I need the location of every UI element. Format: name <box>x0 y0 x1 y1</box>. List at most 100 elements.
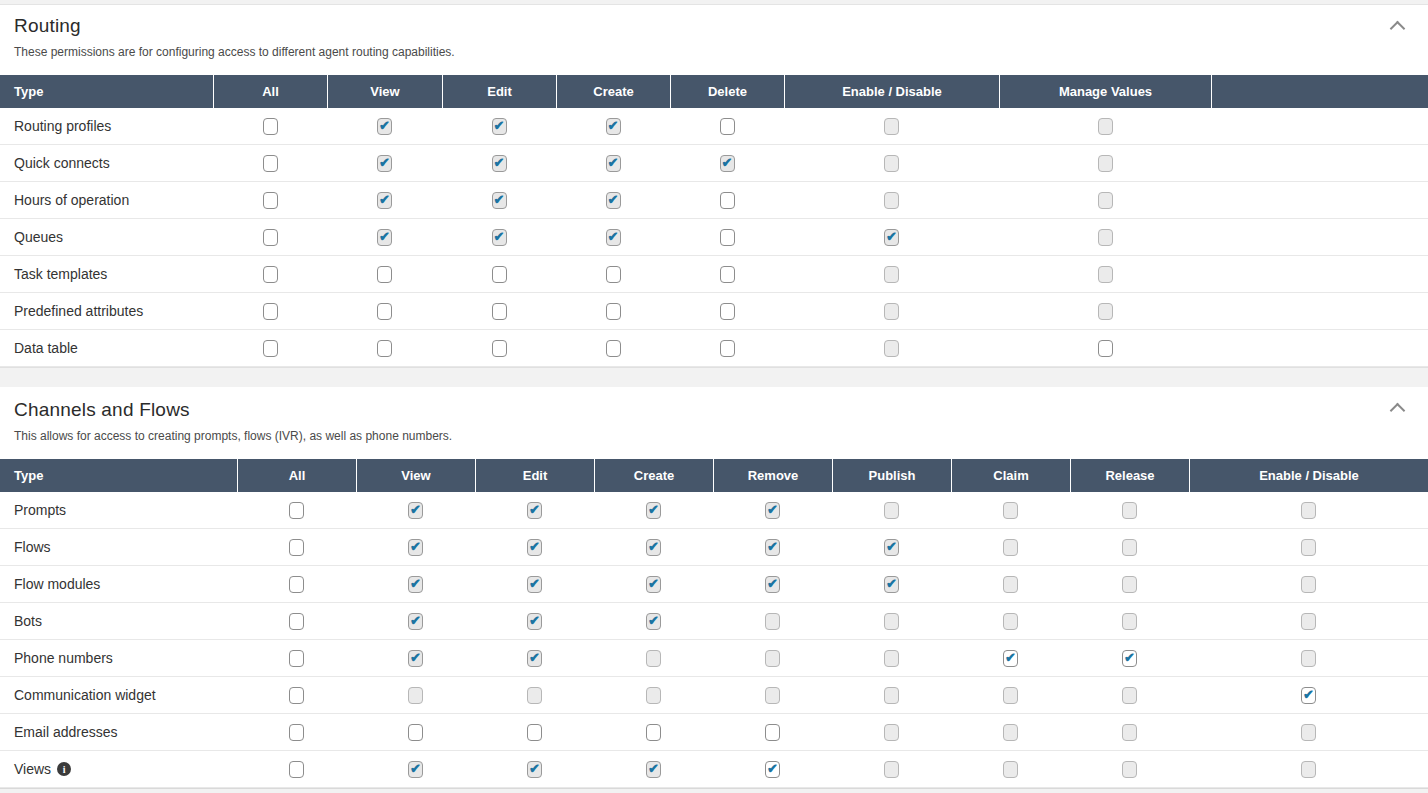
table-row: Communication widget <box>0 677 1428 714</box>
permission-checkbox[interactable] <box>289 650 304 667</box>
row-type-text: Bots <box>14 613 42 629</box>
permission-checkbox[interactable] <box>408 613 423 630</box>
permission-checkbox[interactable] <box>492 266 507 283</box>
collapse-routing-button[interactable] <box>1384 17 1410 39</box>
permission-checkbox[interactable] <box>263 192 278 209</box>
permission-checkbox[interactable] <box>646 761 661 778</box>
permission-checkbox[interactable] <box>408 650 423 667</box>
permission-checkbox[interactable] <box>492 192 507 209</box>
permission-checkbox[interactable] <box>263 266 278 283</box>
permission-checkbox[interactable] <box>1301 687 1316 704</box>
permission-checkbox[interactable] <box>527 613 542 630</box>
permission-checkbox[interactable] <box>1098 340 1113 357</box>
row-type-label: Hours of operation <box>0 182 213 218</box>
permission-cell <box>327 182 442 218</box>
permission-checkbox <box>884 303 899 320</box>
row-type-text: Communication widget <box>14 687 156 703</box>
info-icon[interactable]: i <box>57 762 71 776</box>
permission-checkbox[interactable] <box>289 613 304 630</box>
type-column-header: Type <box>0 75 213 108</box>
permission-checkbox[interactable] <box>606 266 621 283</box>
permission-checkbox <box>1098 303 1113 320</box>
row-type-text: Predefined attributes <box>14 303 143 319</box>
permission-checkbox <box>884 650 899 667</box>
permission-checkbox[interactable] <box>408 761 423 778</box>
permission-checkbox[interactable] <box>1122 650 1137 667</box>
permission-cell <box>237 603 356 639</box>
permission-column-header: Claim <box>951 459 1070 492</box>
permission-cell <box>213 256 327 292</box>
permission-checkbox[interactable] <box>646 613 661 630</box>
permission-checkbox[interactable] <box>884 229 899 246</box>
permission-checkbox[interactable] <box>884 539 899 556</box>
permission-checkbox[interactable] <box>646 502 661 519</box>
permission-checkbox[interactable] <box>492 229 507 246</box>
permission-checkbox[interactable] <box>646 724 661 741</box>
permission-cell <box>951 677 1070 713</box>
permission-checkbox[interactable] <box>263 118 278 135</box>
permission-checkbox[interactable] <box>289 576 304 593</box>
permission-checkbox <box>884 340 899 357</box>
permission-checkbox[interactable] <box>377 118 392 135</box>
permission-checkbox[interactable] <box>884 576 899 593</box>
table-row: Flow modules <box>0 566 1428 603</box>
permission-checkbox[interactable] <box>527 502 542 519</box>
permission-checkbox[interactable] <box>765 539 780 556</box>
permission-checkbox[interactable] <box>527 650 542 667</box>
permission-checkbox[interactable] <box>646 576 661 593</box>
permission-cell <box>356 529 475 565</box>
permission-checkbox[interactable] <box>263 303 278 320</box>
permission-checkbox[interactable] <box>765 576 780 593</box>
permission-checkbox[interactable] <box>289 761 304 778</box>
permission-checkbox[interactable] <box>377 340 392 357</box>
permission-cell <box>832 751 951 787</box>
permission-checkbox <box>884 266 899 283</box>
permission-checkbox[interactable] <box>377 192 392 209</box>
permission-checkbox[interactable] <box>527 539 542 556</box>
permission-checkbox[interactable] <box>408 502 423 519</box>
permission-checkbox[interactable] <box>765 724 780 741</box>
permission-checkbox[interactable] <box>492 303 507 320</box>
permission-checkbox[interactable] <box>765 761 780 778</box>
permission-checkbox[interactable] <box>408 539 423 556</box>
permission-checkbox[interactable] <box>606 118 621 135</box>
permission-checkbox[interactable] <box>289 539 304 556</box>
permission-checkbox[interactable] <box>377 266 392 283</box>
permission-checkbox[interactable] <box>606 340 621 357</box>
permission-checkbox[interactable] <box>263 229 278 246</box>
permission-checkbox[interactable] <box>263 155 278 172</box>
permission-checkbox[interactable] <box>289 687 304 704</box>
permission-checkbox[interactable] <box>492 118 507 135</box>
empty-cell <box>1211 108 1428 144</box>
permission-checkbox[interactable] <box>720 229 735 246</box>
row-type-label: Quick connects <box>0 145 213 181</box>
permission-checkbox[interactable] <box>765 502 780 519</box>
permission-checkbox[interactable] <box>720 155 735 172</box>
permission-checkbox[interactable] <box>263 340 278 357</box>
permission-checkbox[interactable] <box>606 303 621 320</box>
permission-checkbox[interactable] <box>606 229 621 246</box>
permission-checkbox[interactable] <box>377 155 392 172</box>
permission-checkbox[interactable] <box>646 539 661 556</box>
permission-checkbox[interactable] <box>720 118 735 135</box>
permission-checkbox[interactable] <box>720 266 735 283</box>
permission-checkbox[interactable] <box>606 155 621 172</box>
permission-checkbox[interactable] <box>720 192 735 209</box>
permission-checkbox[interactable] <box>408 724 423 741</box>
collapse-channels-button[interactable] <box>1384 399 1410 421</box>
permission-checkbox[interactable] <box>1003 650 1018 667</box>
permission-checkbox[interactable] <box>377 229 392 246</box>
permission-checkbox[interactable] <box>720 303 735 320</box>
permission-checkbox[interactable] <box>527 724 542 741</box>
permission-checkbox[interactable] <box>289 724 304 741</box>
permission-checkbox[interactable] <box>289 502 304 519</box>
permission-checkbox[interactable] <box>377 303 392 320</box>
permission-checkbox[interactable] <box>527 576 542 593</box>
permission-checkbox[interactable] <box>492 340 507 357</box>
permission-checkbox[interactable] <box>606 192 621 209</box>
permission-checkbox[interactable] <box>408 576 423 593</box>
permission-cell <box>594 603 713 639</box>
permission-checkbox[interactable] <box>720 340 735 357</box>
permission-checkbox[interactable] <box>527 761 542 778</box>
permission-checkbox[interactable] <box>492 155 507 172</box>
